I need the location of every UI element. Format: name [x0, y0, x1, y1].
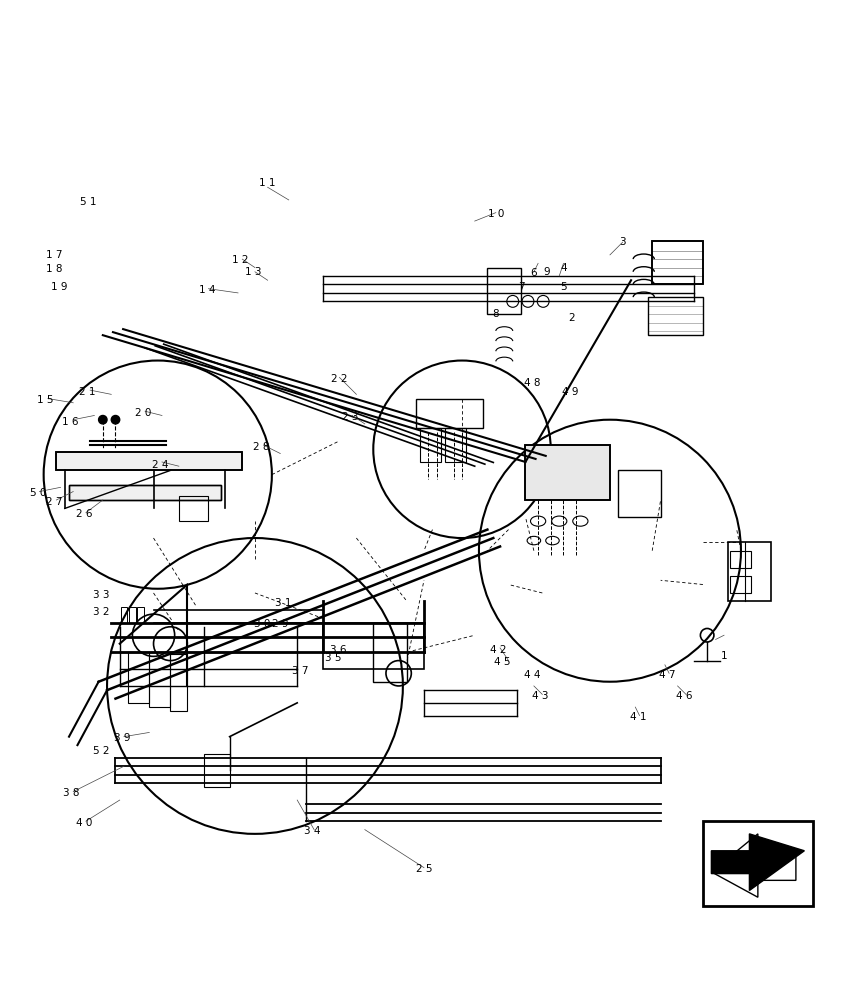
Text: 1 0: 1 0: [488, 209, 504, 219]
Bar: [179, 496, 209, 521]
Text: 5 1: 5 1: [81, 197, 97, 207]
Text: 3 9: 3 9: [114, 733, 131, 743]
Text: 4 7: 4 7: [659, 670, 676, 680]
Text: 3 8: 3 8: [64, 788, 80, 798]
Text: 4 4: 4 4: [524, 670, 540, 680]
Bar: [703, 821, 812, 906]
Text: 3 4: 3 4: [304, 826, 321, 836]
Text: 2 6: 2 6: [76, 509, 92, 519]
Bar: [618, 470, 661, 517]
Text: 3 1: 3 1: [275, 598, 291, 608]
Bar: [149, 652, 170, 707]
Text: 6: 6: [531, 268, 537, 278]
Text: 2 3: 2 3: [343, 412, 359, 422]
Bar: [69, 485, 221, 500]
Text: 8: 8: [493, 309, 499, 319]
Text: 3: 3: [619, 237, 626, 247]
Text: 4 3: 4 3: [533, 691, 549, 701]
Text: 7: 7: [518, 282, 525, 292]
Circle shape: [98, 415, 107, 424]
Text: 2 9: 2 9: [272, 619, 288, 629]
Text: 1 1: 1 1: [259, 178, 276, 188]
Text: 3 5: 3 5: [326, 653, 342, 663]
Bar: [204, 754, 230, 787]
Polygon shape: [711, 834, 796, 897]
Bar: [129, 607, 136, 623]
Bar: [652, 241, 703, 284]
Text: 4 5: 4 5: [494, 657, 510, 667]
Text: 3 6: 3 6: [330, 645, 346, 655]
Text: 2 0: 2 0: [135, 408, 152, 418]
Bar: [120, 607, 127, 623]
Text: 1 6: 1 6: [63, 417, 79, 427]
Text: 2 2: 2 2: [332, 374, 348, 384]
Text: 4: 4: [561, 263, 566, 273]
Bar: [373, 623, 407, 682]
Circle shape: [111, 415, 120, 424]
Bar: [56, 452, 243, 470]
Text: 1 9: 1 9: [51, 282, 67, 292]
Text: 1: 1: [721, 651, 728, 661]
Bar: [322, 623, 424, 669]
Text: 1 2: 1 2: [232, 255, 248, 265]
Text: 3 3: 3 3: [93, 590, 109, 600]
Text: 5 0: 5 0: [30, 488, 46, 498]
Bar: [420, 428, 441, 462]
Bar: [526, 445, 610, 500]
Text: 2 5: 2 5: [416, 864, 432, 874]
Text: 3 0: 3 0: [254, 619, 270, 629]
Text: 4 2: 4 2: [490, 645, 506, 655]
Text: 4 8: 4 8: [524, 378, 540, 388]
Text: 5: 5: [561, 282, 566, 292]
Text: 9: 9: [544, 267, 550, 277]
Text: 4 9: 4 9: [562, 387, 578, 397]
Bar: [648, 297, 703, 335]
Bar: [730, 551, 751, 568]
Text: 5 2: 5 2: [93, 746, 109, 756]
Text: 3 2: 3 2: [93, 607, 109, 617]
Text: 2 7: 2 7: [47, 497, 63, 507]
Text: 2 1: 2 1: [80, 387, 96, 397]
Text: 2 8: 2 8: [254, 442, 270, 452]
Text: 1 3: 1 3: [245, 267, 261, 277]
Text: 1 8: 1 8: [46, 264, 62, 274]
Text: 4 1: 4 1: [629, 712, 646, 722]
Bar: [730, 576, 751, 593]
Text: 4 6: 4 6: [676, 691, 693, 701]
Bar: [128, 652, 149, 703]
Text: 3 7: 3 7: [292, 666, 308, 676]
Text: 2: 2: [569, 313, 575, 323]
Bar: [69, 485, 221, 500]
Bar: [137, 607, 144, 623]
Text: 2 4: 2 4: [152, 460, 169, 470]
Polygon shape: [711, 834, 805, 890]
Bar: [445, 428, 466, 462]
Bar: [652, 241, 703, 284]
Bar: [56, 452, 243, 470]
Text: 1 7: 1 7: [46, 250, 62, 260]
Bar: [728, 542, 771, 601]
Text: 4 0: 4 0: [76, 818, 92, 828]
Bar: [170, 654, 187, 711]
Bar: [488, 268, 522, 314]
Bar: [526, 445, 610, 500]
Text: 1 5: 1 5: [37, 395, 53, 405]
Text: 1 4: 1 4: [198, 285, 215, 295]
Bar: [416, 399, 483, 428]
